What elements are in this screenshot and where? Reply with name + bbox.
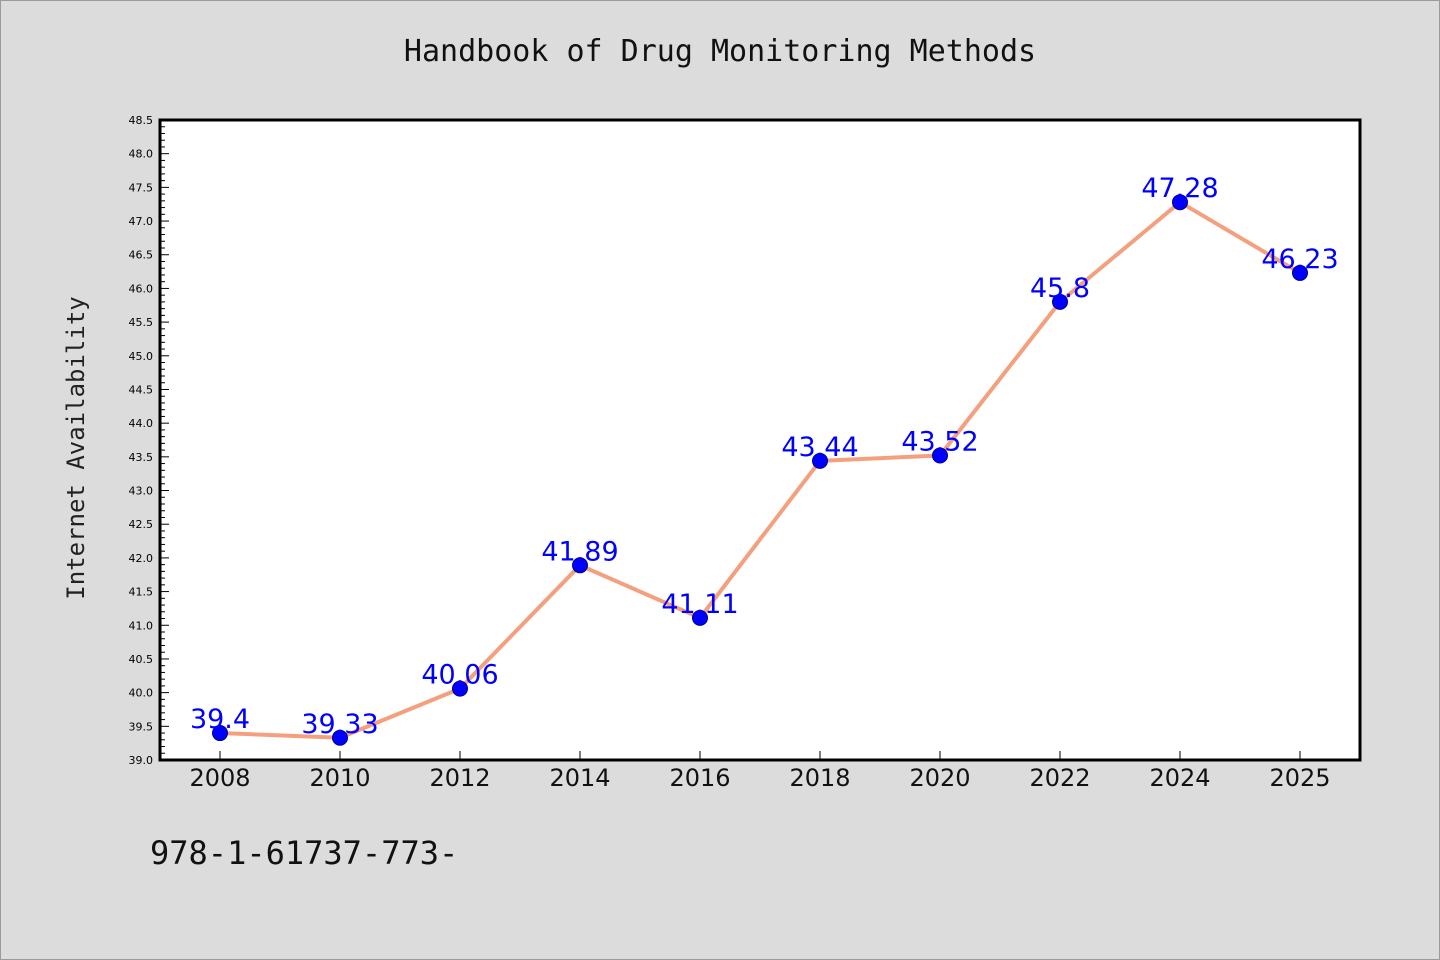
data-point-marker bbox=[452, 680, 468, 697]
plot-area bbox=[158, 118, 1362, 762]
data-label: 40.06 bbox=[421, 660, 498, 691]
y-tick-label: 46.5 bbox=[129, 249, 154, 262]
data-label: 46.23 bbox=[1261, 244, 1338, 275]
data-point-marker bbox=[1052, 293, 1068, 310]
x-tick-label: 2025 bbox=[1269, 764, 1330, 792]
data-label: 47.28 bbox=[1141, 173, 1218, 204]
data-point-marker bbox=[932, 447, 948, 464]
y-tick-label: 43.0 bbox=[129, 485, 154, 498]
y-tick-label: 45.5 bbox=[129, 316, 154, 329]
data-label: 43.52 bbox=[901, 426, 978, 457]
data-label: 41.89 bbox=[541, 536, 618, 567]
data-point-marker bbox=[1172, 194, 1188, 211]
y-tick-label: 41.5 bbox=[129, 586, 154, 599]
y-tick-label: 39.0 bbox=[129, 754, 154, 767]
y-tick-label: 46.0 bbox=[129, 282, 154, 295]
data-label: 41.11 bbox=[661, 589, 738, 620]
y-tick-label: 48.5 bbox=[129, 114, 154, 127]
x-tick-label: 2010 bbox=[309, 764, 370, 792]
y-tick-label: 47.0 bbox=[129, 215, 154, 228]
data-label: 45.8 bbox=[1030, 273, 1090, 304]
x-tick-label: 2020 bbox=[909, 764, 970, 792]
chart-title: Handbook of Drug Monitoring Methods bbox=[403, 34, 1037, 69]
y-tick-label: 41.0 bbox=[129, 619, 154, 632]
data-point-marker bbox=[572, 557, 588, 574]
y-axis: 39.0 39.5 40.0 40.5 41.0 41.5 42.0 42.5 43.0 43.5… bbox=[129, 114, 169, 767]
x-tick-label: 2016 bbox=[669, 764, 730, 792]
y-tick-label: 48.0 bbox=[129, 148, 154, 161]
data-point-marker bbox=[1292, 264, 1308, 281]
footer-isbn: 978-1-61737-773- bbox=[150, 834, 459, 872]
y-tick-label: 43.5 bbox=[129, 451, 154, 464]
x-tick-label: 2012 bbox=[429, 764, 490, 792]
y-tick-label: 40.5 bbox=[129, 653, 154, 666]
data-label: 43.44 bbox=[781, 432, 858, 463]
y-tick-label: 44.5 bbox=[129, 383, 154, 396]
data-point-marker bbox=[332, 729, 348, 746]
x-tick-label: 2024 bbox=[1149, 764, 1210, 792]
data-points bbox=[212, 194, 1308, 746]
x-tick-label: 2008 bbox=[189, 764, 250, 792]
y-tick-label: 39.5 bbox=[129, 720, 154, 733]
data-labels: 39.4 39.33 40.06 41.89 41.11 43.44 43.52 45.8 47… bbox=[190, 173, 1339, 740]
y-tick-label: 42.5 bbox=[129, 518, 154, 531]
y-tick-label: 42.0 bbox=[129, 552, 154, 565]
y-tick-label: 45.0 bbox=[129, 350, 154, 363]
x-tick-label: 2018 bbox=[789, 764, 850, 792]
x-axis: 2008 2010 2012 2014 2016 2018 2020 2022 2024 2025 bbox=[189, 751, 1331, 792]
data-point-marker bbox=[212, 725, 228, 742]
x-tick-label: 2022 bbox=[1029, 764, 1090, 792]
x-tick-label: 2014 bbox=[549, 764, 610, 792]
y-tick-label: 40.0 bbox=[129, 687, 154, 700]
y-tick-label: 47.5 bbox=[129, 181, 154, 194]
series-line bbox=[219, 200, 1302, 740]
data-point-marker bbox=[812, 452, 828, 469]
data-label: 39.4 bbox=[190, 704, 250, 735]
data-label: 39.33 bbox=[301, 709, 378, 740]
y-tick-label: 44.0 bbox=[129, 417, 154, 430]
data-point-marker bbox=[692, 609, 708, 626]
